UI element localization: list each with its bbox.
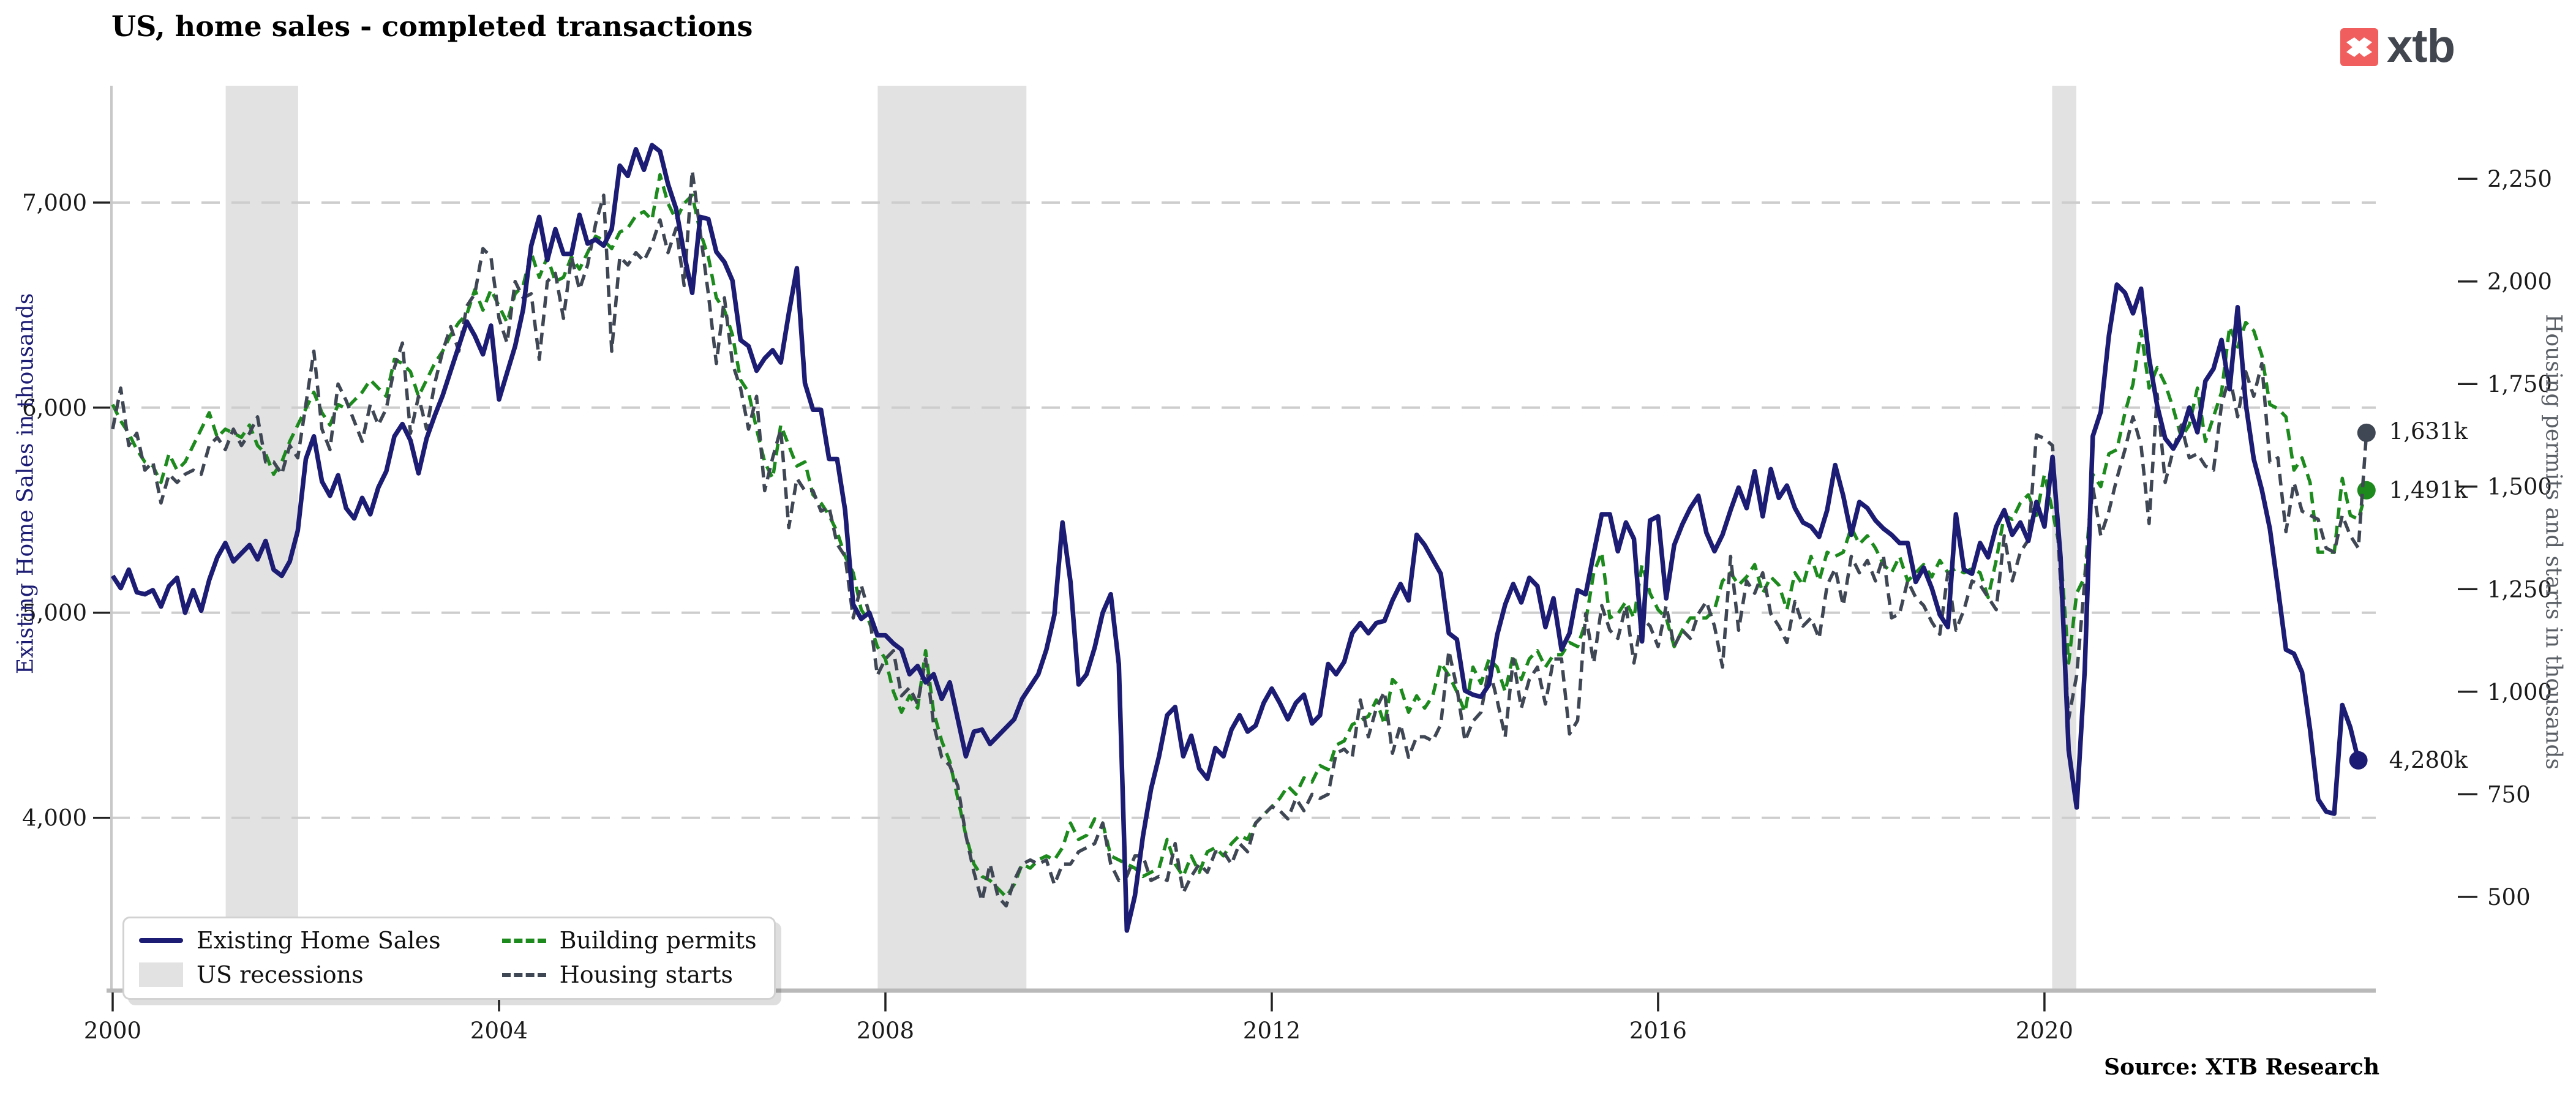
right-tick-label: 1,250 [2487, 576, 2552, 602]
series-end-dot-housing-starts [2357, 423, 2376, 442]
series-line-building-permits [111, 173, 2368, 899]
series-end-dot-existing-home-sales [2349, 751, 2368, 770]
right-tick-label: 1,000 [2487, 679, 2552, 705]
left-tick-label: 7,000 [22, 190, 87, 216]
xtb-logo-text: xtb [2387, 20, 2455, 72]
x-tick-label: 2000 [84, 1018, 141, 1044]
xtb-logo: xtb [2340, 20, 2573, 77]
x-tick-label: 2020 [2016, 1018, 2073, 1044]
solid-line-swatch [139, 938, 183, 943]
right-tick-label: 2,250 [2487, 166, 2552, 192]
recession-band [877, 86, 1027, 990]
x-tick-label: 2012 [1243, 1018, 1301, 1044]
end-value-label-existing-home-sales: 4,280k [2389, 747, 2468, 773]
legend-label: Existing Home Sales [197, 927, 441, 954]
right-tick-label: 500 [2487, 884, 2531, 910]
end-value-label-building-permits: 1,491k [2389, 477, 2468, 503]
page-title: US, home sales - completed transactions [111, 10, 753, 43]
legend-item-us-recessions: US recessions [139, 961, 441, 988]
legend-item-existing-home-sales: Existing Home Sales [139, 927, 441, 954]
series-end-dot-building-permits [2357, 481, 2376, 500]
legend-item-housing-starts: Housing starts [501, 961, 757, 988]
dashed-line-swatch [501, 972, 546, 977]
legend: Existing Home Sales Building permits US … [122, 917, 776, 1000]
recession-patch-swatch [139, 962, 183, 987]
left-axis-title: Existing Home Sales in thousands [13, 293, 39, 675]
right-tick-label: 750 [2487, 781, 2531, 808]
x-tick-label: 2016 [1629, 1018, 1687, 1044]
legend-label: US recessions [197, 961, 364, 988]
recession-band [2052, 86, 2076, 990]
right-tick-label: 1,500 [2487, 474, 2552, 500]
legend-item-building-permits: Building permits [501, 927, 757, 954]
x-tick-label: 2004 [470, 1018, 528, 1044]
legend-label: Housing starts [559, 961, 733, 988]
series-line-existing-home-sales [110, 143, 2361, 933]
x-tick-label: 2008 [857, 1018, 914, 1044]
right-axis-title: Housing permits and starts in thousands [2540, 314, 2566, 770]
xtb-logo-x-icon [2340, 28, 2378, 66]
recession-band [225, 86, 298, 990]
left-tick-label: 6,000 [22, 395, 87, 421]
dashed-line-swatch [501, 938, 546, 943]
series-line-housing-starts [111, 168, 2368, 908]
left-tick-label: 4,000 [22, 805, 87, 831]
legend-label: Building permits [559, 927, 757, 954]
source-note: Source: XTB Research [2104, 1054, 2379, 1080]
left-tick-label: 5,000 [22, 600, 87, 626]
right-tick-label: 1,750 [2487, 371, 2552, 397]
right-tick-label: 2,000 [2487, 269, 2552, 295]
end-value-label-housing-starts: 1,631k [2389, 418, 2468, 444]
